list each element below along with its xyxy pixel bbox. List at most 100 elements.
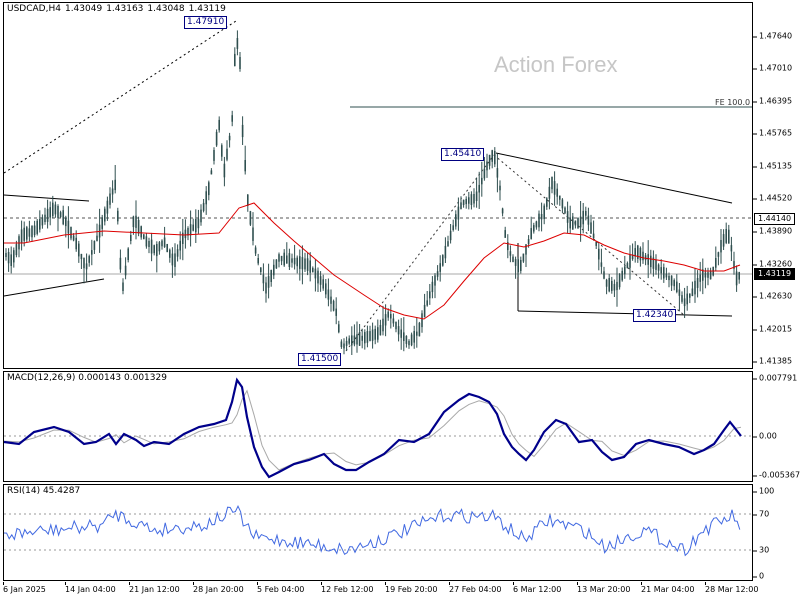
candle-body bbox=[143, 234, 145, 240]
candle-body bbox=[725, 229, 727, 243]
candle-body bbox=[163, 237, 166, 248]
candle-body bbox=[416, 331, 418, 336]
candle-body bbox=[377, 327, 379, 340]
candle-body bbox=[429, 291, 431, 299]
candle-body bbox=[280, 255, 283, 262]
price-tick: 1.45135 bbox=[752, 161, 793, 171]
candle-body bbox=[119, 257, 122, 270]
candle-body bbox=[317, 270, 319, 284]
candle-body bbox=[494, 151, 496, 165]
price-label-high: 1.47910 bbox=[184, 16, 228, 29]
rsi-tick: 100 bbox=[752, 486, 775, 496]
candle-body bbox=[644, 255, 647, 261]
price-tick: 1.43890 bbox=[752, 226, 793, 236]
candle-body bbox=[642, 251, 644, 261]
rsi-tick: 30 bbox=[752, 545, 770, 555]
candle-body bbox=[65, 217, 67, 227]
candle-body bbox=[452, 225, 454, 230]
candle-body bbox=[137, 220, 140, 234]
macd-tick: 0.00 bbox=[753, 431, 777, 441]
candle-body bbox=[288, 253, 291, 267]
time-axis[interactable]: 6 Jan 2025 14 Jan 04:00 21 Jan 12:00 28 … bbox=[3, 582, 758, 600]
price-axis[interactable]: 1.47640 1.47010 1.46395 1.45765 1.45135 … bbox=[752, 2, 800, 369]
candle-body bbox=[286, 255, 288, 264]
candle-body bbox=[436, 271, 439, 277]
candle-body bbox=[23, 227, 25, 241]
candle-body bbox=[348, 338, 350, 344]
candle-body bbox=[468, 197, 470, 204]
candle-body bbox=[481, 177, 483, 185]
candle-body bbox=[423, 304, 426, 318]
candle-body bbox=[117, 210, 119, 222]
candle-body bbox=[564, 207, 566, 214]
current-price-marker: 1.43119 bbox=[754, 268, 796, 280]
macd-axis: 0.007791 0.00 -0.005367 bbox=[752, 371, 800, 482]
candle-body bbox=[124, 265, 127, 276]
candle-body bbox=[171, 253, 174, 266]
candle-body bbox=[275, 259, 278, 269]
candle-body bbox=[358, 332, 361, 346]
price-tick: 1.44520 bbox=[752, 193, 793, 203]
candle-body bbox=[236, 38, 239, 49]
candle-body bbox=[340, 341, 343, 347]
candle-body bbox=[221, 145, 223, 157]
candle-body bbox=[673, 280, 675, 287]
candle-body bbox=[660, 267, 662, 274]
candle-body bbox=[252, 227, 254, 241]
candle-body bbox=[366, 331, 369, 343]
candle-body bbox=[49, 207, 51, 218]
candle-body bbox=[218, 119, 220, 131]
candle-body bbox=[140, 226, 142, 238]
candle-body bbox=[379, 325, 382, 336]
candle-body bbox=[296, 257, 298, 267]
candle-body bbox=[611, 280, 613, 291]
candle-body bbox=[332, 300, 335, 311]
time-tick: 27 Feb 04:00 bbox=[449, 582, 502, 594]
candle-body bbox=[20, 229, 23, 243]
candle-body bbox=[265, 282, 267, 294]
price-chart-pane[interactable]: USDCAD,H4 1.43049 1.43163 1.43048 1.43119 Ac… bbox=[3, 2, 753, 369]
candle-body bbox=[62, 210, 64, 225]
candle-body bbox=[148, 241, 150, 247]
candle-body bbox=[520, 260, 522, 271]
candle-body bbox=[442, 255, 444, 266]
price-chart-canvas bbox=[4, 20, 752, 355]
candle-body bbox=[223, 163, 226, 178]
macd-pane[interactable]: MACD(12,26,9) 0.000143 0.001329 bbox=[3, 371, 753, 482]
price-tick: 1.43260 bbox=[752, 259, 793, 269]
candle-body bbox=[462, 199, 465, 205]
candle-body bbox=[421, 313, 423, 328]
candle-body bbox=[470, 194, 473, 205]
candle-body bbox=[512, 256, 514, 262]
macd-line bbox=[4, 377, 742, 479]
candle-body bbox=[707, 272, 709, 278]
time-tick: 21 Jan 12:00 bbox=[129, 582, 180, 594]
candle-body bbox=[33, 225, 36, 236]
candle-body bbox=[293, 257, 296, 265]
candle-body bbox=[101, 217, 103, 229]
low-value: 1.43048 bbox=[147, 4, 185, 14]
candle-body bbox=[683, 298, 686, 307]
candle-body bbox=[592, 233, 595, 238]
macd-signal-line bbox=[4, 389, 742, 471]
watermark: Action Forex bbox=[494, 52, 618, 77]
candle-body bbox=[189, 224, 192, 236]
candle-body bbox=[455, 214, 457, 227]
candle-body bbox=[488, 154, 491, 166]
candle-body bbox=[460, 202, 462, 210]
candle-body bbox=[283, 252, 285, 266]
candle-body bbox=[722, 234, 725, 247]
candle-body bbox=[639, 247, 642, 261]
candle-body bbox=[647, 254, 649, 265]
candle-body bbox=[72, 235, 75, 241]
candle-body bbox=[525, 244, 527, 255]
candle-body bbox=[650, 255, 652, 268]
rsi-pane[interactable]: RSI(14) 45.4287 bbox=[3, 484, 753, 581]
candle-body bbox=[247, 194, 249, 206]
time-tick: 28 Mar 12:00 bbox=[705, 582, 759, 594]
candle-body bbox=[109, 193, 111, 205]
candle-body bbox=[241, 124, 244, 138]
candle-body bbox=[686, 293, 688, 305]
candle-body bbox=[31, 226, 33, 238]
candle-body bbox=[202, 202, 205, 211]
